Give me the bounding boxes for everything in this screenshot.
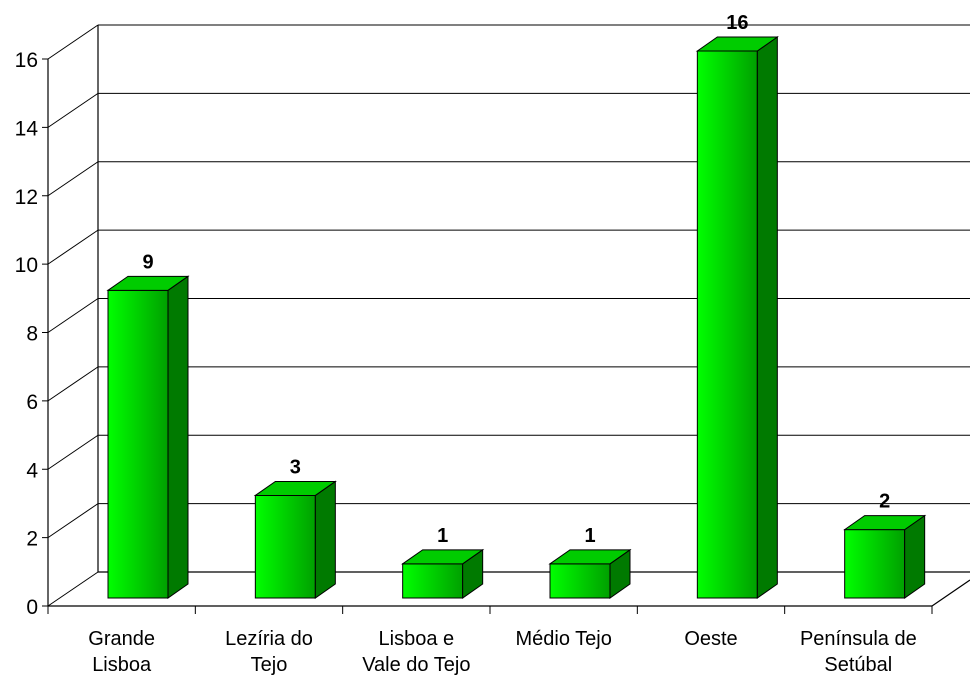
y-tick-label: 6 bbox=[26, 391, 38, 414]
bar bbox=[106, 275, 190, 599]
bar-top bbox=[548, 549, 632, 565]
floor-right-edge bbox=[931, 579, 970, 607]
x-tick-label: Grande Lisboa bbox=[88, 628, 155, 676]
gridline-side bbox=[47, 571, 99, 607]
data-label: 1 bbox=[584, 525, 595, 547]
data-label: 1 bbox=[437, 525, 448, 547]
gridline-side bbox=[47, 229, 99, 265]
x-tick-label: Médio Tejo bbox=[515, 628, 611, 650]
bar-top bbox=[401, 549, 485, 565]
bar-front bbox=[254, 494, 316, 599]
x-tick-label: Oeste bbox=[684, 628, 737, 650]
bars bbox=[106, 36, 927, 599]
bar bbox=[253, 480, 337, 599]
data-label: 9 bbox=[142, 251, 153, 273]
gridlines bbox=[47, 24, 970, 607]
y-tick-label: 2 bbox=[26, 528, 38, 551]
y-tick-label: 14 bbox=[15, 117, 39, 140]
y-tick-label: 10 bbox=[15, 254, 38, 277]
y-tick-label: 4 bbox=[26, 459, 38, 482]
bar-side bbox=[756, 36, 778, 599]
bar-top bbox=[843, 515, 927, 531]
bar-top bbox=[253, 480, 337, 496]
data-label: 2 bbox=[879, 491, 890, 513]
gridline-side bbox=[47, 298, 99, 333]
bar-front bbox=[402, 563, 464, 599]
bar-side bbox=[167, 275, 189, 599]
bar-top bbox=[695, 36, 779, 52]
bar-front bbox=[844, 529, 906, 599]
y-tick-label: 16 bbox=[15, 49, 38, 72]
y-tick-label: 0 bbox=[26, 596, 38, 619]
x-tick-label: Lezíria do Tejo bbox=[225, 628, 313, 676]
x-axis: Grande Lisboa Lezíria do Tejo Lisboa e Vale d… bbox=[47, 606, 933, 676]
bar bbox=[401, 548, 485, 599]
bar-side bbox=[314, 480, 336, 599]
gridline-side bbox=[47, 434, 99, 470]
bar bbox=[843, 514, 927, 599]
bar-front bbox=[549, 563, 611, 599]
gridline-side bbox=[47, 503, 99, 539]
bar-front bbox=[696, 50, 758, 599]
bar bbox=[548, 548, 632, 599]
gridline-side bbox=[47, 24, 99, 60]
data-label: 16 bbox=[726, 12, 748, 34]
gridline-side bbox=[47, 92, 99, 128]
y-tick-label: 12 bbox=[15, 186, 38, 209]
bar-front bbox=[107, 289, 169, 599]
x-tick-label: Península de Setúbal bbox=[800, 628, 917, 676]
bar bbox=[695, 36, 779, 599]
data-labels: 9 3 1 1 16 2 bbox=[142, 12, 890, 547]
x-tick-label: Lisboa e Vale do Tejo bbox=[362, 628, 470, 676]
gridline-side bbox=[47, 366, 99, 402]
y-axis: 0 2 4 6 8 10 12 14 16 bbox=[15, 49, 48, 619]
data-label: 3 bbox=[290, 456, 301, 478]
gridline-side bbox=[47, 161, 99, 197]
y-tick-label: 8 bbox=[26, 323, 38, 346]
bar-top bbox=[106, 275, 190, 291]
